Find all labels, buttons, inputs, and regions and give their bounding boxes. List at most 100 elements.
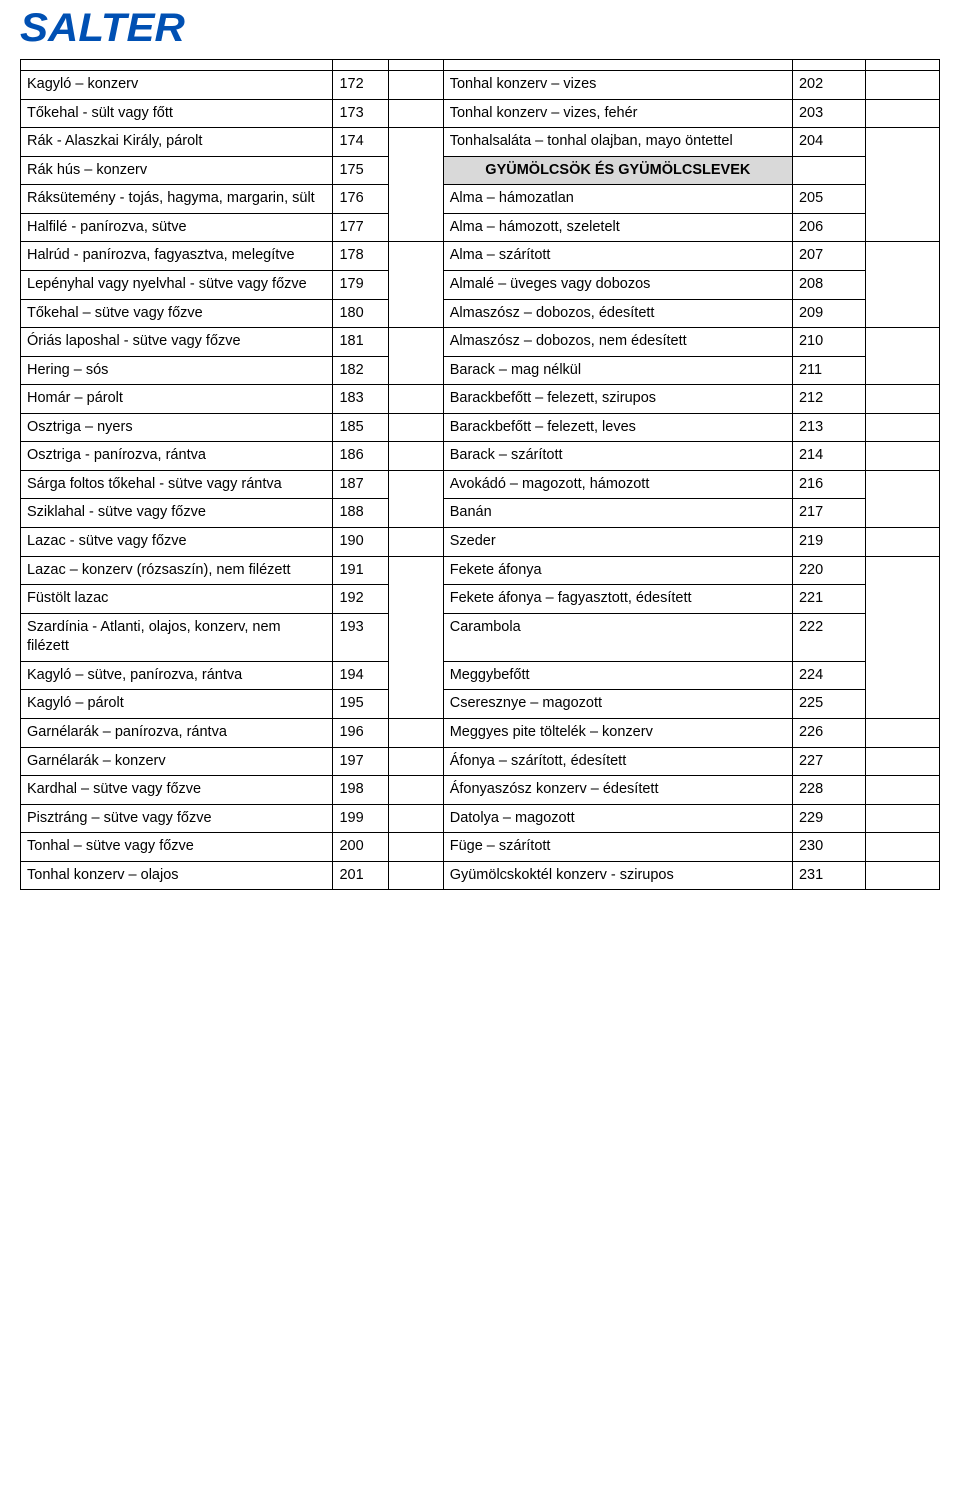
right-item: Gyümölcskoktél konzerv - szirupos [443,861,792,890]
left-code: 196 [333,718,388,747]
table-row: Óriás laposhal - sütve vagy főzve181 Alma… [21,328,940,357]
right-code: 231 [792,861,866,890]
right-item: Cseresznye – magozott [443,690,792,719]
gap-cell [866,528,940,557]
table-row: Homár – párolt183Barackbefőtt – felezett… [21,385,940,414]
left-item: Garnélarák – konzerv [21,747,333,776]
gap-cell [388,328,443,385]
right-code: 228 [792,776,866,805]
left-item: Osztriga - panírozva, rántva [21,442,333,471]
right-item: Meggybefőtt [443,661,792,690]
right-item: Barackbefőtt – felezett, leves [443,413,792,442]
right-code: 212 [792,385,866,414]
table-row: Hering – sós182Barack – mag nélkül211 [21,356,940,385]
right-item: Datolya – magozott [443,804,792,833]
gap-cell [388,528,443,557]
right-item: Almaszósz – dobozos, édesített [443,299,792,328]
left-code: 201 [333,861,388,890]
right-code: 224 [792,661,866,690]
gap-cell [866,776,940,805]
gap-cell [866,804,940,833]
gap-cell [388,470,443,527]
left-code: 172 [333,71,388,100]
right-item: Almaszósz – dobozos, nem édesített [443,328,792,357]
left-code: 192 [333,585,388,614]
right-code: 209 [792,299,866,328]
table-row: Osztriga – nyers185Barackbefőtt – feleze… [21,413,940,442]
left-item: Kagyló – sütve, panírozva, rántva [21,661,333,690]
gap-cell [388,99,443,128]
gap-cell [866,556,940,718]
gap-cell [866,328,940,385]
right-code: 225 [792,690,866,719]
table-row: Osztriga - panírozva, rántva186Barack – … [21,442,940,471]
right-item: Fekete áfonya – fagyasztott, édesített [443,585,792,614]
right-code: 217 [792,499,866,528]
gap-cell [388,442,443,471]
table-row: Lepényhal vagy nyelvhal - sütve vagy főz… [21,270,940,299]
right-item: Avokádó – magozott, hámozott [443,470,792,499]
right-code [792,156,866,185]
gap-cell [388,718,443,747]
left-code: 193 [333,613,388,661]
table-row: Lazac - sütve vagy főzve190Szeder219 [21,528,940,557]
food-table: Kagyló – konzerv172Tonhal konzerv – vize… [20,59,940,890]
right-code: 213 [792,413,866,442]
right-code: 226 [792,718,866,747]
left-item: Sziklahal - sütve vagy főzve [21,499,333,528]
table-row: Kagyló – sütve, panírozva, rántva194 Megg… [21,661,940,690]
left-code: 181 [333,328,388,357]
table-row: Tőkehal - sült vagy főtt173Tonhal konzer… [21,99,940,128]
left-code: 197 [333,747,388,776]
left-code: 177 [333,213,388,242]
gap-cell [866,385,940,414]
gap-cell [866,413,940,442]
left-code: 194 [333,661,388,690]
left-item: Óriás laposhal - sütve vagy főzve [21,328,333,357]
left-item: Garnélarák – panírozva, rántva [21,718,333,747]
right-item: Szeder [443,528,792,557]
right-item: Tonhal konzerv – vizes [443,71,792,100]
left-code: 188 [333,499,388,528]
gap-cell [388,556,443,718]
left-item: Halfilé - panírozva, sütve [21,213,333,242]
table-row: Füstölt lazac192Fekete áfonya – fagyaszt… [21,585,940,614]
gap-cell [866,833,940,862]
right-code: 229 [792,804,866,833]
left-item: Rák - Alaszkai Király, párolt [21,128,333,157]
left-code: 185 [333,413,388,442]
table-row: Ráksütemény - tojás, hagyma, margarin, s… [21,185,940,214]
gap-cell [866,242,940,328]
left-item: Ráksütemény - tojás, hagyma, margarin, s… [21,185,333,214]
right-code: 204 [792,128,866,157]
right-item: Barack – mag nélkül [443,356,792,385]
section-header: GYÜMÖLCSÖK ÉS GYÜMÖLCSLEVEK [443,156,792,185]
gap-cell [866,99,940,128]
right-code: 214 [792,442,866,471]
gap-cell [866,128,940,242]
right-item: Áfonya – szárított, édesített [443,747,792,776]
gap-cell [388,833,443,862]
gap-cell [866,442,940,471]
right-item: Tonhalsaláta – tonhal olajban, mayo önte… [443,128,792,157]
right-item: Tonhal konzerv – vizes, fehér [443,99,792,128]
left-code: 198 [333,776,388,805]
left-item: Hering – sós [21,356,333,385]
right-item: Banán [443,499,792,528]
table-row: Sziklahal - sütve vagy főzve188 Banán217 [21,499,940,528]
table-row: Tonhal – sütve vagy főzve200Füge – szárí… [21,833,940,862]
left-code: 200 [333,833,388,862]
gap-cell [388,804,443,833]
right-code: 220 [792,556,866,585]
left-item: Lazac - sütve vagy főzve [21,528,333,557]
table-row: Szardínia - Atlanti, olajos, konzerv, ne… [21,613,940,661]
gap-cell [388,747,443,776]
left-item: Kardhal – sütve vagy főzve [21,776,333,805]
gap-cell [388,861,443,890]
left-code: 179 [333,270,388,299]
right-item: Fekete áfonya [443,556,792,585]
gap-cell [866,747,940,776]
table-row: Sárga foltos tőkehal - sütve vagy rántva… [21,470,940,499]
brand-logo: SALTER [20,0,960,59]
left-code: 195 [333,690,388,719]
